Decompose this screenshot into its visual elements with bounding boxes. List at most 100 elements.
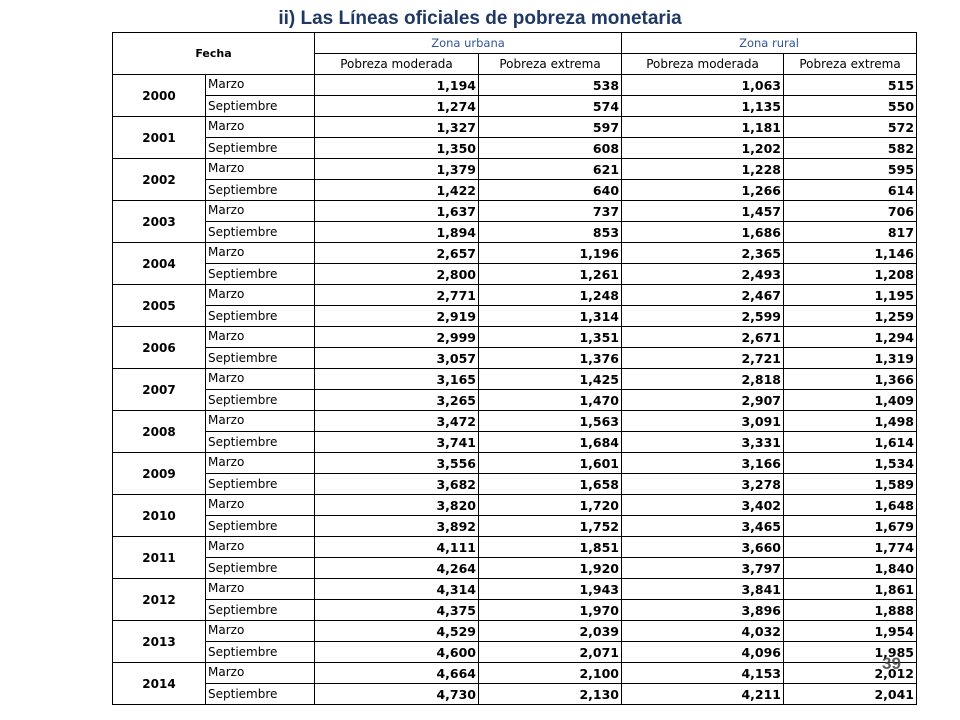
table-row: Septiembre 2,919 1,314 2,599 1,259: [113, 305, 918, 327]
rural-extreme-cell: 1,648: [783, 494, 918, 516]
rural-moderate-cell: 2,907: [621, 389, 785, 411]
table-row: 2001 Marzo 1,327 597 1,181 572: [112, 116, 918, 159]
rural-extreme-cell: 817: [783, 221, 918, 243]
rural-extreme-cell: 1,319: [783, 347, 918, 369]
rural-extreme-cell: 1,614: [783, 431, 918, 453]
urban-extreme-cell: 1,470: [477, 389, 623, 411]
table-row: Septiembre 1,350 608 1,202 582: [113, 137, 918, 159]
urban-extreme-cell: 1,351: [477, 326, 623, 348]
urban-moderate-cell: 1,379: [314, 158, 479, 180]
rural-extreme-cell: 1,498: [783, 410, 918, 432]
urban-moderate-cell: 4,314: [314, 578, 479, 600]
month-cell: Septiembre: [205, 557, 315, 579]
table-row: 2008 Marzo 3,472 1,563 3,091 1,498: [112, 410, 918, 453]
rural-moderate-cell: 1,135: [621, 95, 785, 117]
month-cell: Septiembre: [205, 599, 315, 621]
urban-moderate-cell: 1,274: [314, 95, 479, 117]
month-cell: Septiembre: [205, 137, 315, 159]
table-row: Septiembre 4,375 1,970 3,896 1,888: [113, 599, 918, 621]
urban-moderate-cell: 4,264: [314, 557, 479, 579]
month-cell: Septiembre: [205, 641, 315, 663]
rural-extreme-cell: 1,146: [783, 242, 918, 264]
urban-moderate-cell: 2,919: [314, 305, 479, 327]
month-cell: Marzo: [205, 662, 315, 684]
year-cell: 2008: [112, 410, 206, 453]
urban-extreme-cell: 597: [477, 116, 623, 138]
urban-moderate-cell: 2,999: [314, 326, 479, 348]
fecha-header: Fecha: [112, 32, 315, 75]
urban-extreme-cell: 1,376: [477, 347, 623, 369]
urban-extreme-cell: 1,248: [477, 284, 623, 306]
rural-extreme-header: Pobreza extrema: [783, 53, 918, 75]
table-row: 2002 Marzo 1,379 621 1,228 595: [112, 158, 918, 201]
urban-moderate-cell: 4,111: [314, 536, 479, 558]
table-row: 2013 Marzo 4,529 2,039 4,032 1,954: [112, 620, 918, 663]
rural-moderate-cell: 1,266: [621, 179, 785, 201]
month-cell: Septiembre: [205, 389, 315, 411]
urban-extreme-cell: 640: [477, 179, 623, 201]
urban-extreme-cell: 1,943: [477, 578, 623, 600]
year-cell: 2010: [112, 494, 206, 537]
zona-urbana-header: Zona urbana: [313, 32, 623, 54]
month-cell: Marzo: [205, 326, 315, 348]
rural-moderate-cell: 3,797: [621, 557, 785, 579]
urban-extreme-cell: 538: [477, 74, 623, 96]
month-cell: Septiembre: [205, 263, 315, 285]
urban-moderate-cell: 3,165: [314, 368, 479, 390]
rural-moderate-cell: 4,153: [621, 662, 785, 684]
rural-extreme-cell: 595: [783, 158, 918, 180]
rural-moderate-cell: 2,599: [621, 305, 785, 327]
month-cell: Septiembre: [205, 221, 315, 243]
year-cell: 2013: [112, 620, 206, 663]
rural-extreme-cell: 1,774: [783, 536, 918, 558]
year-cell: 2001: [112, 116, 206, 159]
rural-extreme-cell: 1,208: [783, 263, 918, 285]
rural-moderate-cell: 3,331: [621, 431, 785, 453]
rural-extreme-cell: 1,409: [783, 389, 918, 411]
rural-moderate-cell: 3,278: [621, 473, 785, 495]
urban-moderate-cell: 3,892: [314, 515, 479, 537]
year-cell: 2007: [112, 368, 206, 411]
urban-extreme-cell: 1,752: [477, 515, 623, 537]
urban-extreme-cell: 1,601: [477, 452, 623, 474]
table-row: Septiembre 2,800 1,261 2,493 1,208: [113, 263, 918, 285]
urban-extreme-cell: 1,658: [477, 473, 623, 495]
table-row: 2003 Marzo 1,637 737 1,457 706: [112, 200, 918, 243]
rural-extreme-cell: 515: [783, 74, 918, 96]
month-cell: Septiembre: [205, 431, 315, 453]
table-row: 2012 Marzo 4,314 1,943 3,841 1,861: [112, 578, 918, 621]
rural-extreme-cell: 1,195: [783, 284, 918, 306]
urban-moderate-cell: 3,682: [314, 473, 479, 495]
table-row: Septiembre 4,730 2,130 4,211 2,041: [113, 683, 918, 705]
urban-extreme-cell: 1,261: [477, 263, 623, 285]
urban-extreme-cell: 1,196: [477, 242, 623, 264]
year-cell: 2005: [112, 284, 206, 327]
month-cell: Marzo: [205, 200, 315, 222]
rural-moderate-cell: 4,211: [621, 683, 785, 705]
urban-extreme-cell: 2,039: [477, 620, 623, 642]
month-cell: Septiembre: [205, 473, 315, 495]
urban-moderate-cell: 1,637: [314, 200, 479, 222]
rural-moderate-cell: 3,166: [621, 452, 785, 474]
rural-extreme-cell: 2,041: [783, 683, 918, 705]
rural-extreme-cell: 1,259: [783, 305, 918, 327]
rural-moderate-cell: 1,228: [621, 158, 785, 180]
urban-extreme-cell: 621: [477, 158, 623, 180]
month-cell: Marzo: [205, 578, 315, 600]
urban-moderate-cell: 3,820: [314, 494, 479, 516]
table-row: 2010 Marzo 3,820 1,720 3,402 1,648: [112, 494, 918, 537]
urban-extreme-header: Pobreza extrema: [477, 53, 623, 75]
urban-moderate-cell: 1,350: [314, 137, 479, 159]
rural-extreme-cell: 706: [783, 200, 918, 222]
rural-moderate-cell: 3,660: [621, 536, 785, 558]
urban-extreme-cell: 2,100: [477, 662, 623, 684]
rural-moderate-cell: 3,465: [621, 515, 785, 537]
urban-moderate-cell: 3,556: [314, 452, 479, 474]
urban-extreme-cell: 2,071: [477, 641, 623, 663]
rural-moderate-cell: 3,896: [621, 599, 785, 621]
rural-moderate-cell: 1,202: [621, 137, 785, 159]
year-cell: 2000: [112, 74, 206, 117]
rural-moderate-cell: 1,181: [621, 116, 785, 138]
rural-extreme-cell: 1,679: [783, 515, 918, 537]
month-cell: Septiembre: [205, 95, 315, 117]
